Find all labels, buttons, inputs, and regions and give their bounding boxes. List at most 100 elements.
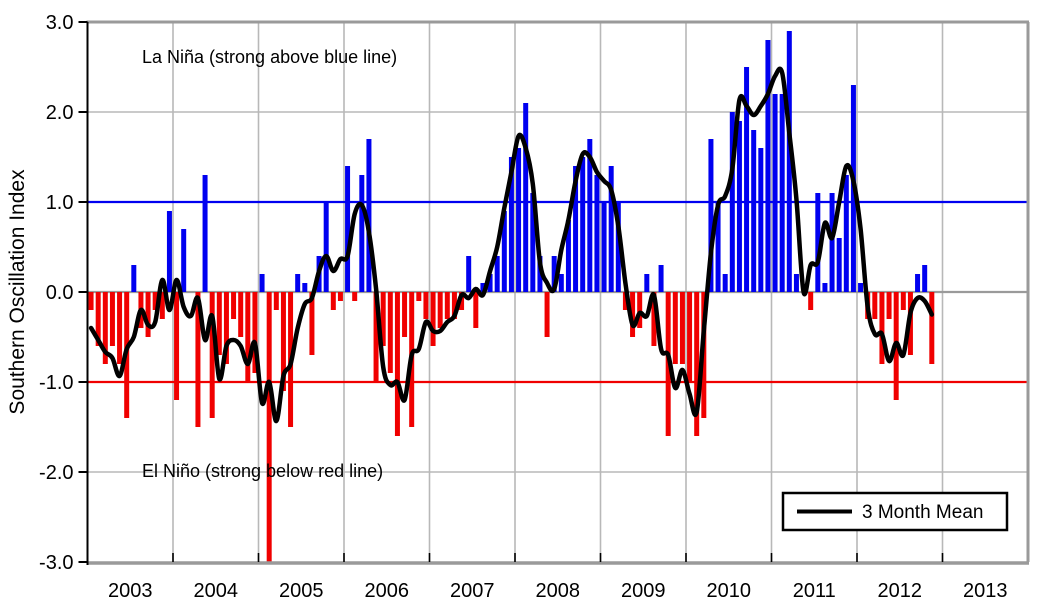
soi-bar-positive: [166, 211, 172, 292]
soi-bar-positive: [658, 265, 664, 292]
x-tick-label: 2013: [963, 580, 1008, 602]
soi-bar-negative: [223, 292, 229, 364]
soi-bar-negative: [330, 292, 336, 310]
soi-bar-negative: [352, 292, 358, 301]
soi-bar-positive: [765, 40, 771, 292]
soi-bar-negative: [231, 292, 237, 319]
x-tick-label: 2006: [365, 580, 410, 602]
soi-bar-positive: [551, 256, 557, 292]
soi-bar-positive: [836, 238, 842, 292]
x-tick-label: 2009: [621, 580, 666, 602]
soi-bar-positive: [516, 148, 522, 292]
soi-bar-negative: [451, 292, 457, 319]
soi-bar-positive: [744, 67, 750, 292]
soi-bar-positive: [815, 193, 821, 292]
soi-bar-negative: [373, 292, 379, 382]
soi-bar-negative: [687, 292, 693, 382]
soi-bar-negative: [879, 292, 885, 364]
soi-bar-negative: [473, 292, 479, 328]
soi-bar-negative: [145, 292, 151, 337]
soi-bar-positive: [181, 229, 187, 292]
soi-bar-positive: [573, 166, 579, 292]
soi-bar-negative: [808, 292, 814, 310]
x-tick-label: 2005: [279, 580, 324, 602]
soi-bar-positive: [494, 256, 500, 292]
soi-bar-negative: [459, 292, 465, 310]
soi-bar-negative: [444, 292, 450, 319]
soi-bar-negative: [402, 292, 408, 337]
soi-bar-positive: [722, 274, 728, 292]
soi-bar-positive: [786, 31, 792, 292]
soi-bar-positive: [131, 265, 137, 292]
soi-bar-negative: [209, 292, 215, 418]
soi-bar-negative: [394, 292, 400, 436]
soi-bar-positive: [594, 175, 600, 292]
x-tick-label: 2003: [108, 580, 153, 602]
soi-bar-positive: [772, 94, 778, 292]
soi-bar-positive: [793, 274, 799, 292]
x-tick-label: 2008: [536, 580, 581, 602]
soi-bar-positive: [558, 274, 564, 292]
soi-bar-negative: [216, 292, 222, 355]
x-tick-label: 2007: [450, 580, 495, 602]
soi-bar-positive: [829, 193, 835, 292]
soi-bar-positive: [487, 274, 493, 292]
soi-bar-negative: [630, 292, 636, 337]
y-tick-label: 3.0: [46, 12, 74, 34]
soi-bar-positive: [501, 211, 507, 292]
soi-bar-positive: [323, 202, 329, 292]
soi-bar-negative: [886, 292, 892, 319]
legend-label: 3 Month Mean: [862, 502, 983, 523]
x-tick-label: 2010: [707, 580, 752, 602]
soi-bar-negative: [380, 292, 386, 346]
soi-bar-negative: [929, 292, 935, 364]
soi-bar-negative: [637, 292, 643, 328]
y-tick-label: 0.0: [46, 282, 74, 304]
soi-bar-positive: [202, 175, 208, 292]
soi-bar-negative: [423, 292, 429, 319]
el-nino-annotation: El Niño (strong below red line): [142, 461, 383, 481]
soi-bar-positive: [508, 157, 514, 292]
soi-bar-positive: [736, 121, 742, 292]
soi-bar-positive: [295, 274, 301, 292]
soi-bar-positive: [615, 202, 621, 292]
monthly-soi-bars: [88, 31, 935, 562]
threshold-lines: [87, 200, 1028, 384]
three-month-mean-path: [88, 66, 935, 424]
soi-bar-positive: [822, 283, 828, 292]
soi-bar-positive: [345, 166, 351, 292]
soi-bar-negative: [117, 292, 123, 364]
y-tick-label: -2.0: [39, 462, 73, 484]
y-tick-label: -3.0: [39, 552, 73, 574]
soi-bar-negative: [337, 292, 343, 301]
soi-bar-positive: [366, 139, 372, 292]
soi-bar-negative: [238, 292, 244, 337]
soi-bar-negative: [309, 292, 315, 355]
soi-bar-positive: [915, 274, 921, 292]
soi-bar-negative: [679, 292, 685, 364]
soi-bar-negative: [387, 292, 393, 373]
soi-bar-positive: [601, 202, 607, 292]
soi-bar-negative: [102, 292, 108, 364]
soi-bar-negative: [88, 292, 94, 310]
soi-bar-positive: [708, 139, 714, 292]
legend: 3 Month Mean: [781, 491, 1009, 532]
soi-bar-negative: [672, 292, 678, 364]
soi-bar-positive: [843, 175, 849, 292]
soi-bar-positive: [779, 94, 785, 292]
three-month-mean-line: [88, 66, 935, 424]
soi-bar-negative: [694, 292, 700, 436]
x-tick-label: 2011: [793, 580, 836, 602]
soi-bar-negative: [195, 292, 201, 427]
soi-bar-negative: [900, 292, 906, 310]
soi-bar-positive: [259, 274, 265, 292]
soi-bar-positive: [587, 139, 593, 292]
soi-bar-positive: [644, 274, 650, 292]
soi-bar-positive: [359, 175, 365, 292]
y-tick-label: 2.0: [46, 102, 74, 124]
soi-bar-positive: [530, 193, 536, 292]
soi-bar-positive: [565, 220, 571, 292]
soi-bar-negative: [544, 292, 550, 337]
x-tick-label: 2012: [878, 580, 923, 602]
